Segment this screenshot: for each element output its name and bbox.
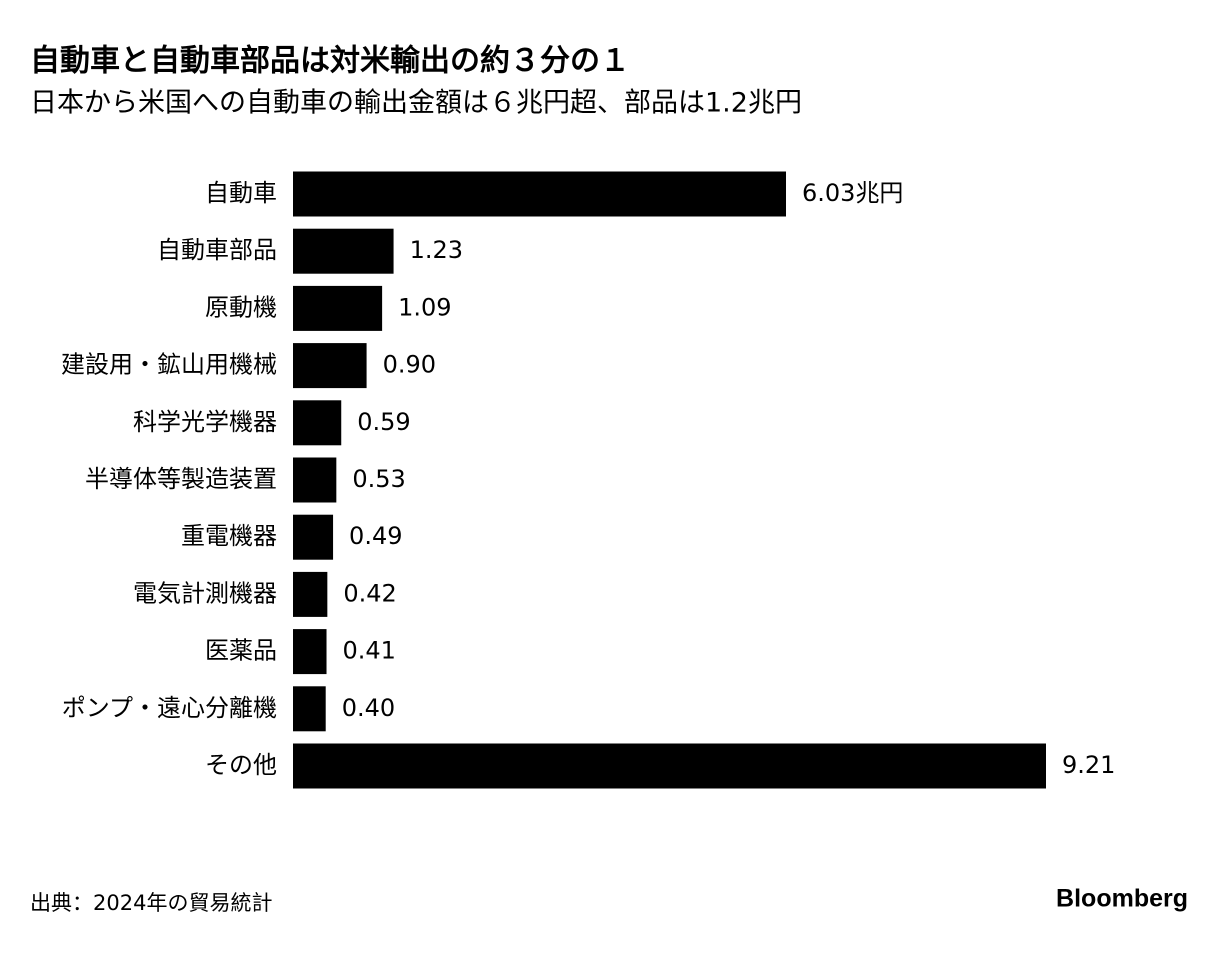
bar — [293, 457, 337, 503]
category-label: ポンプ・遠心分離機 — [62, 694, 277, 722]
bar — [293, 514, 334, 560]
bar — [293, 571, 328, 617]
category-label: 自動車部品 — [157, 236, 277, 264]
bar — [293, 400, 342, 446]
category-label: 半導体等製造装置 — [85, 465, 277, 493]
bar — [293, 171, 787, 217]
bar — [293, 228, 394, 274]
value-label: 6.03兆円 — [802, 179, 903, 207]
value-label: 9.21 — [1062, 751, 1115, 779]
value-label: 0.41 — [343, 637, 396, 665]
category-label: 重電機器 — [181, 522, 277, 550]
category-label: 科学光学機器 — [133, 408, 277, 436]
category-label: 自動車 — [205, 179, 277, 207]
value-label: 0.40 — [342, 694, 395, 722]
source: 出典：2024年の貿易統計 — [30, 891, 272, 915]
bar — [293, 743, 1046, 789]
chart-title: 自動車と自動車部品は対米輸出の約３分の１ — [30, 44, 630, 79]
category-label: 建設用・鉱山用機械 — [61, 351, 277, 379]
value-label: 0.42 — [343, 579, 396, 607]
bar — [293, 629, 327, 675]
value-label: 0.49 — [349, 522, 402, 550]
value-label: 0.59 — [357, 408, 410, 436]
bar — [293, 686, 326, 732]
chart-subtitle: 日本から米国への自動車の輸出金額は６兆円超、部品は1.2兆円 — [30, 88, 802, 119]
value-label: 0.53 — [352, 465, 405, 493]
bar — [293, 343, 367, 389]
bar — [293, 285, 383, 331]
value-label: 1.09 — [398, 293, 451, 321]
category-label: 医薬品 — [205, 637, 277, 665]
category-label: 電気計測機器 — [133, 579, 277, 607]
category-label: その他 — [205, 751, 277, 779]
category-label: 原動機 — [205, 293, 277, 321]
brand: Bloomberg — [1056, 885, 1188, 913]
value-label: 0.90 — [383, 351, 436, 379]
value-label: 1.23 — [410, 236, 463, 264]
